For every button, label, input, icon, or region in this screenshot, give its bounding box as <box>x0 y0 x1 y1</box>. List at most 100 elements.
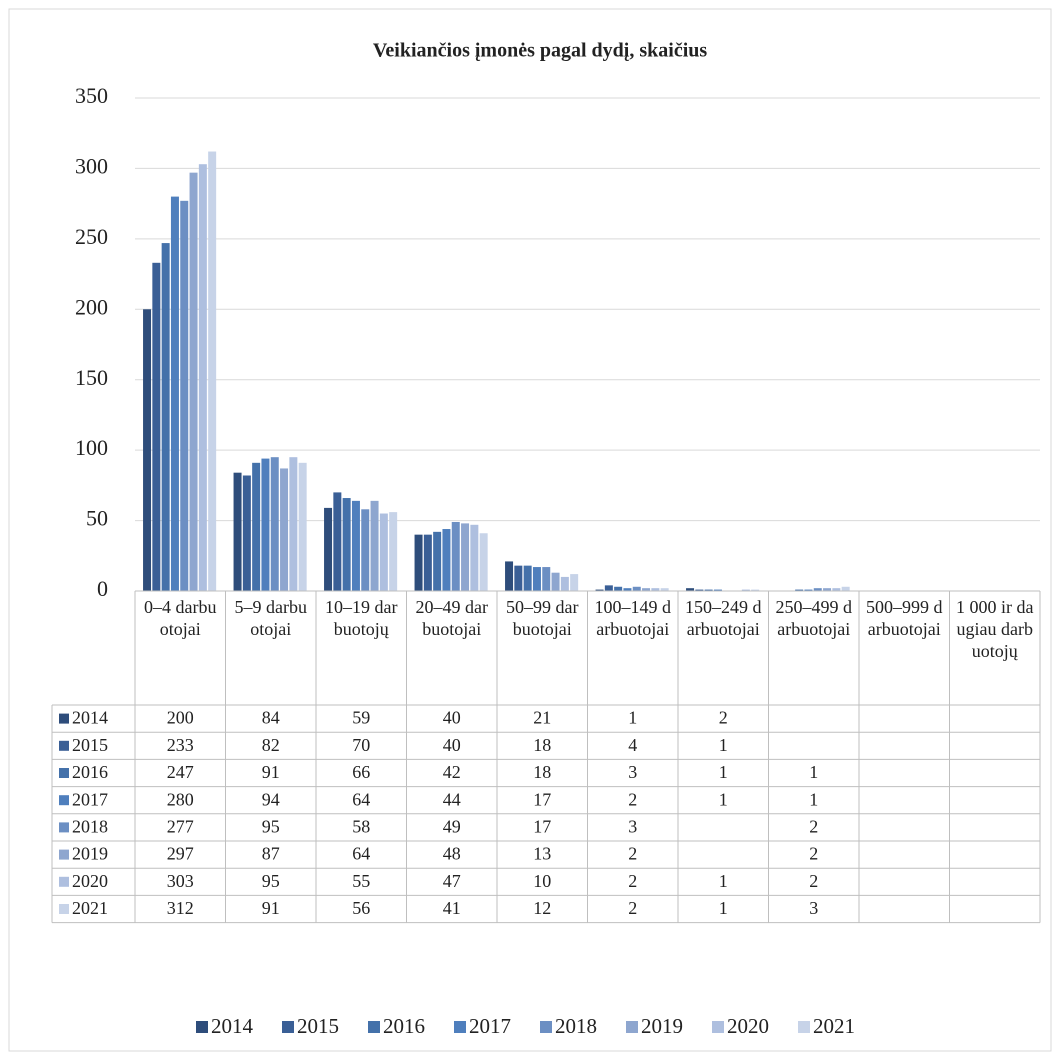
legend-key <box>368 1021 380 1033</box>
legend-key <box>196 1021 208 1033</box>
bar <box>514 565 523 591</box>
x-tick-label: 500–999 darbuotojai <box>866 597 943 639</box>
table-cell: 95 <box>262 817 280 837</box>
legend-label: 2018 <box>555 1014 597 1038</box>
bar <box>389 512 398 591</box>
x-tick-label: 150–249 darbuotojai <box>685 597 762 639</box>
table-cell: 44 <box>443 789 461 809</box>
table-cell: 1 <box>809 762 818 782</box>
bar <box>233 472 242 591</box>
table-cell: 2 <box>628 844 637 864</box>
table-cell: 247 <box>167 762 194 782</box>
x-tick-label: 50–99 darbuotojai <box>506 597 579 639</box>
legend-key <box>454 1021 466 1033</box>
x-tick-label: 5–9 darbuotojai <box>234 597 307 639</box>
y-tick-label: 300 <box>75 153 108 178</box>
table-legend-key <box>59 740 69 751</box>
bar <box>642 588 651 591</box>
table-cell: 47 <box>443 871 461 891</box>
bar <box>470 524 479 591</box>
legend-key <box>798 1021 810 1033</box>
table-row-label: 2017 <box>72 789 108 809</box>
table-cell: 1 <box>719 762 728 782</box>
table-cell: 56 <box>352 898 370 918</box>
y-tick-label: 350 <box>75 83 108 108</box>
bar <box>342 498 351 591</box>
bar <box>614 586 623 591</box>
bar <box>532 567 541 591</box>
table-cell: 277 <box>167 817 194 837</box>
table-cell: 303 <box>167 871 194 891</box>
bar <box>189 172 198 591</box>
table-legend-key <box>59 795 69 806</box>
bar <box>651 588 660 591</box>
bar <box>433 531 442 591</box>
bar <box>324 507 333 591</box>
table-cell: 70 <box>352 735 370 755</box>
bar <box>542 567 551 591</box>
table-cell: 84 <box>262 708 280 728</box>
y-tick-label: 50 <box>86 506 108 531</box>
x-tick-label: 100–149 darbuotojai <box>594 597 672 639</box>
x-tick-label: 10–19 darbuotojų <box>325 597 398 639</box>
table-row-label: 2019 <box>72 844 108 864</box>
bar <box>261 458 270 591</box>
table-row-label: 2020 <box>72 871 108 891</box>
table-cell: 55 <box>352 871 370 891</box>
table-cell: 13 <box>533 844 551 864</box>
bar <box>351 500 360 591</box>
table-cell: 94 <box>262 789 280 809</box>
bar <box>832 588 841 591</box>
table-cell: 10 <box>533 871 551 891</box>
table-cell: 2 <box>628 789 637 809</box>
bar <box>813 588 822 591</box>
bar <box>595 589 604 591</box>
x-tick-label: 0–4 darbuotojai <box>144 597 217 639</box>
bar <box>242 475 251 591</box>
table-row-label: 2014 <box>72 708 108 728</box>
legend-label: 2014 <box>211 1014 254 1038</box>
table-cell: 87 <box>262 844 280 864</box>
table-cell: 2 <box>628 871 637 891</box>
bar <box>505 561 514 591</box>
bar <box>414 534 423 591</box>
table-cell: 1 <box>719 898 728 918</box>
bar <box>660 588 669 591</box>
x-tick-label: 20–49 darbuotojai <box>415 597 488 639</box>
y-tick-label: 0 <box>97 576 108 601</box>
table-cell: 82 <box>262 735 280 755</box>
table-legend-key <box>59 904 69 914</box>
table-cell: 312 <box>167 898 194 918</box>
bar <box>379 513 388 591</box>
table-legend-key <box>59 768 69 778</box>
legend-key <box>626 1021 638 1033</box>
x-tick-label: 1 000 ir daugiau darbuotojų <box>956 597 1034 661</box>
table-row-label: 2015 <box>72 735 108 755</box>
table-cell: 64 <box>352 789 370 809</box>
bar <box>823 588 832 591</box>
bar <box>143 309 152 591</box>
legend-key <box>712 1021 724 1033</box>
table-cell: 233 <box>167 735 194 755</box>
y-tick-label: 100 <box>75 435 108 460</box>
table-cell: 1 <box>719 871 728 891</box>
bar <box>442 529 451 591</box>
table-cell: 1 <box>719 789 728 809</box>
table-cell: 40 <box>443 735 461 755</box>
bar <box>686 588 695 591</box>
bar <box>208 151 217 592</box>
table-cell: 18 <box>533 735 551 755</box>
table-cell: 4 <box>628 735 637 755</box>
table-cell: 2 <box>809 817 818 837</box>
bar <box>632 586 641 591</box>
bar <box>704 589 713 591</box>
x-tick-label: 250–499 darbuotojai <box>775 597 853 639</box>
table-cell: 3 <box>628 762 637 782</box>
bar <box>333 492 342 591</box>
table-cell: 21 <box>533 708 551 728</box>
bar <box>298 462 307 591</box>
bar <box>370 500 379 591</box>
bar <box>523 565 532 591</box>
